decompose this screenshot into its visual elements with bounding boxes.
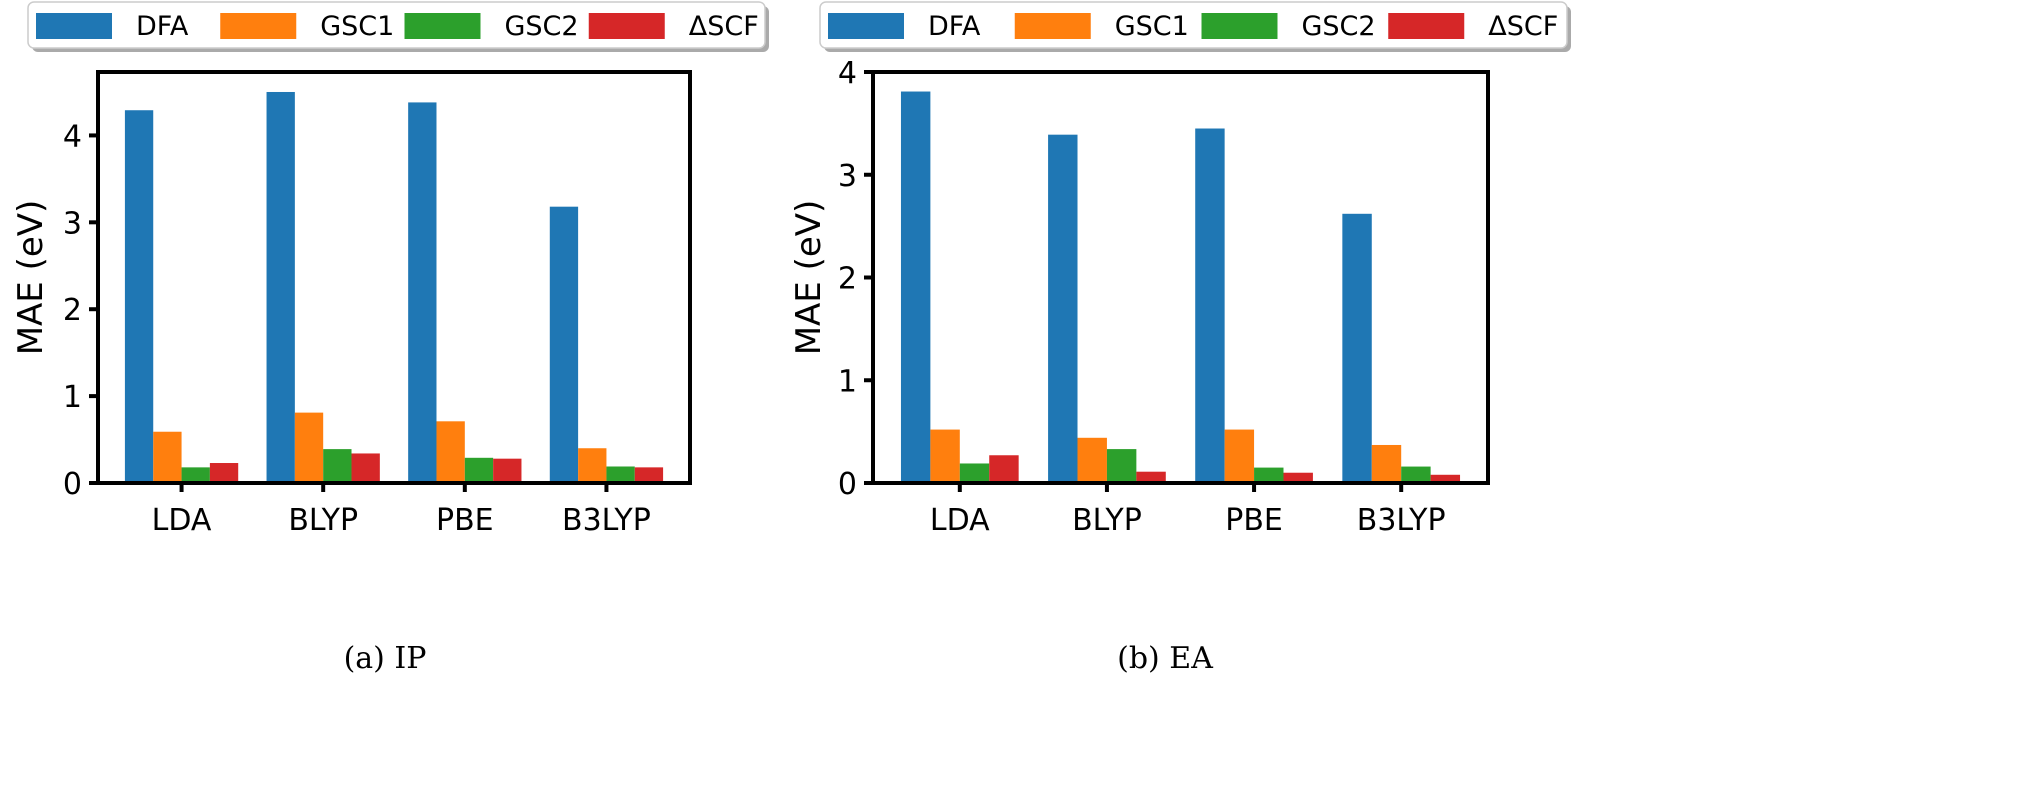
legend-swatch-dfa <box>36 13 112 39</box>
bar-gsc2-blyp <box>1106 449 1137 483</box>
x-tick-label: PBE <box>1225 503 1283 538</box>
legend-label: DFA <box>136 11 189 42</box>
bar-dfa-blyp <box>266 91 295 483</box>
bar-gsc1-blyp <box>294 412 324 483</box>
bar-dfa-lda <box>900 91 931 484</box>
x-tick-label: LDA <box>930 503 990 538</box>
legend-label: ΔSCF <box>689 11 759 42</box>
bar-gsc2-pbe <box>464 457 494 483</box>
legend-swatch-gsc2 <box>404 13 481 39</box>
legend-swatch-gsc2 <box>1201 13 1278 39</box>
axes-frame <box>96 70 692 485</box>
x-tick-label: LDA <box>152 503 212 538</box>
subfigure-caption: (b) EA <box>1117 641 1213 676</box>
bar-gsc1-lda <box>153 431 182 483</box>
y-tick-label: 0 <box>838 467 857 502</box>
y-tick-label: 1 <box>63 380 82 415</box>
x-tick-label: B3LYP <box>1357 503 1446 538</box>
bar-dfa-lda <box>124 110 154 484</box>
bar-delta-scf-b3lyp <box>1430 474 1461 483</box>
legend-label: GSC2 <box>1302 11 1376 42</box>
x-tick-label: BLYP <box>288 503 358 538</box>
bar-gsc2-pbe <box>1254 467 1284 483</box>
bar-gsc1-blyp <box>1077 437 1107 483</box>
axes-frame <box>871 70 1490 485</box>
y-tick-label: 0 <box>63 467 82 502</box>
chart-panel-ea: 0 1 2 3 4 LDA BLYP PBE B3LYP MAE (eV) DFA GSC1 GSC2 Δ… <box>789 1 1571 676</box>
y-tick-label: 4 <box>838 56 857 91</box>
bar-gsc1-b3lyp <box>1371 444 1402 483</box>
bar-gsc1-lda <box>930 429 960 483</box>
subfigure-caption: (a) IP <box>344 641 427 676</box>
bar-gsc2-lda <box>181 467 210 483</box>
x-tick-label: BLYP <box>1072 503 1142 538</box>
legend-label: ΔSCF <box>1488 11 1558 42</box>
bar-dfa-b3lyp <box>549 206 579 484</box>
chart-panel-ip: 0 1 2 3 4 LDA BLYP PBE B3LYP MAE (eV) DFA GSC1 GSC2 Δ… <box>11 1 769 676</box>
y-axis-label: MAE (eV) <box>789 200 829 356</box>
y-tick-label: 3 <box>838 159 857 194</box>
legend-swatch-gsc1 <box>220 13 297 39</box>
x-tick-label: PBE <box>436 503 494 538</box>
legend: DFA GSC1 GSC2 ΔSCF <box>819 1 1571 52</box>
y-axis-label: MAE (eV) <box>11 200 51 356</box>
bar-gsc1-b3lyp <box>578 448 607 483</box>
y-tick-label: 2 <box>63 293 82 328</box>
y-tick-label: 3 <box>63 206 82 241</box>
y-tick-label: 2 <box>838 262 857 297</box>
legend: DFA GSC1 GSC2 ΔSCF <box>27 1 769 52</box>
bar-gsc2-blyp <box>323 449 352 483</box>
legend-swatch-dfa <box>828 13 904 39</box>
bar-gsc1-pbe <box>1224 429 1255 483</box>
bar-delta-scf-lda <box>989 455 1019 483</box>
legend-swatch-delta-scf <box>588 13 665 39</box>
legend-box <box>27 1 766 49</box>
bar-delta-scf-lda <box>209 463 239 483</box>
legend-label: GSC1 <box>320 11 394 42</box>
bar-gsc1-pbe <box>436 421 465 483</box>
y-tick-label: 4 <box>63 119 82 154</box>
bar-delta-scf-pbe <box>1283 472 1313 483</box>
legend-box <box>819 1 1568 49</box>
legend-label: DFA <box>928 11 981 42</box>
y-tick-label: 1 <box>838 364 857 399</box>
bar-gsc2-b3lyp <box>606 466 635 483</box>
bar-dfa-pbe <box>1195 128 1225 483</box>
legend-swatch-gsc1 <box>1014 13 1091 39</box>
bar-dfa-b3lyp <box>1342 213 1372 484</box>
legend-label: GSC1 <box>1115 11 1189 42</box>
legend-swatch-delta-scf <box>1388 13 1465 39</box>
bar-dfa-pbe <box>408 102 437 483</box>
bar-gsc2-b3lyp <box>1401 466 1431 483</box>
bar-delta-scf-blyp <box>351 453 380 483</box>
legend-label: GSC2 <box>505 11 579 42</box>
bar-delta-scf-pbe <box>493 458 522 483</box>
bar-delta-scf-blyp <box>1136 471 1166 483</box>
bar-dfa-blyp <box>1048 134 1078 484</box>
bar-delta-scf-b3lyp <box>634 467 664 483</box>
bar-gsc2-lda <box>959 463 990 483</box>
x-tick-label: B3LYP <box>562 503 651 538</box>
